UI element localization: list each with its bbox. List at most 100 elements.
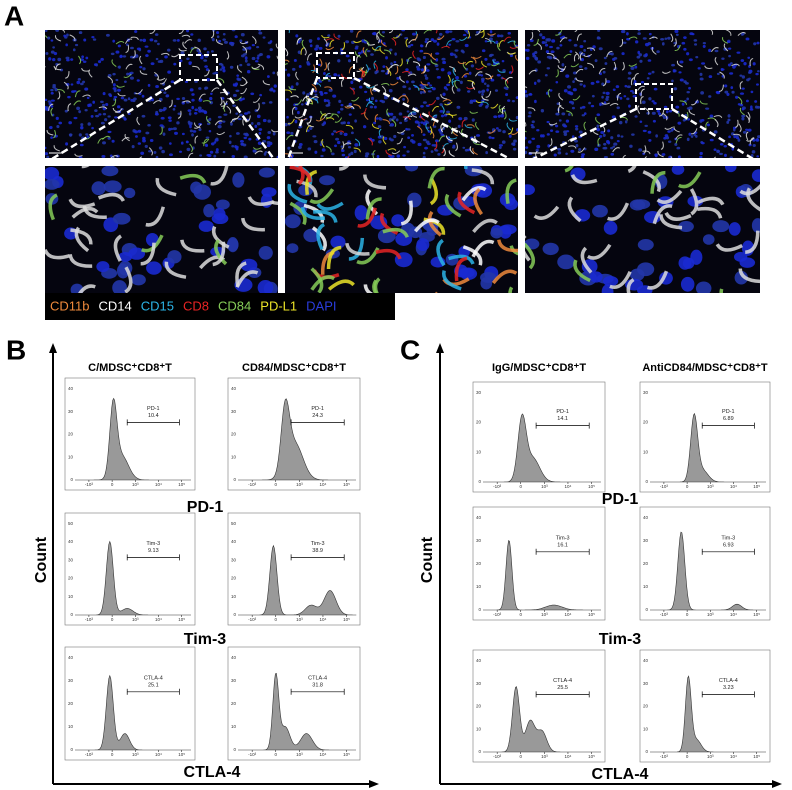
stain — [340, 78, 345, 87]
nucleus — [653, 101, 657, 105]
nucleus — [683, 47, 687, 51]
stain — [357, 207, 377, 228]
stain — [549, 138, 553, 147]
stain — [341, 42, 346, 51]
nucleus — [45, 30, 48, 32]
nucleus — [380, 69, 385, 73]
stain — [296, 37, 302, 45]
nucleus — [83, 38, 87, 42]
nucleus — [735, 134, 739, 138]
nucleus — [439, 110, 444, 113]
nucleus — [638, 148, 643, 152]
stain — [48, 193, 58, 221]
nucleus — [146, 261, 162, 275]
stain — [660, 141, 664, 150]
nucleus — [751, 150, 756, 154]
nucleus — [239, 39, 243, 43]
nucleus — [95, 114, 100, 118]
nucleus — [222, 120, 226, 123]
nucleus — [668, 155, 673, 158]
stain — [204, 69, 210, 77]
nucleus — [345, 54, 350, 58]
nucleus — [180, 141, 184, 145]
nucleus — [424, 40, 428, 44]
stain — [445, 40, 452, 47]
histogram — [483, 539, 601, 611]
nucleus — [273, 84, 277, 88]
nucleus — [218, 121, 222, 125]
stain — [441, 144, 445, 154]
nucleus — [107, 136, 111, 140]
nucleus — [266, 55, 271, 59]
zoom-line — [671, 107, 759, 164]
stain — [155, 177, 177, 197]
nucleus — [629, 199, 646, 211]
column-title: AntiCD84/MDSC⁺CD8⁺T — [642, 362, 768, 374]
nucleus — [664, 37, 668, 40]
nucleus — [455, 40, 460, 43]
nucleus — [94, 109, 98, 113]
nucleus — [446, 110, 450, 114]
nucleus — [131, 145, 135, 149]
nucleus — [78, 133, 82, 137]
nucleus — [644, 53, 648, 57]
nucleus — [754, 100, 758, 103]
nucleus — [50, 91, 54, 95]
stain — [438, 135, 446, 142]
stain — [220, 100, 228, 107]
nucleus — [176, 121, 180, 125]
stain — [583, 53, 592, 58]
stain — [487, 129, 496, 134]
nucleus — [748, 71, 752, 74]
nucleus — [113, 95, 118, 99]
histogram — [483, 686, 601, 753]
nucleus — [731, 90, 735, 94]
stain — [325, 46, 335, 51]
stain — [285, 134, 294, 141]
zoom-box — [635, 83, 673, 110]
stain — [391, 119, 397, 128]
stain — [454, 80, 458, 89]
stain — [469, 110, 478, 114]
stain — [217, 77, 225, 84]
y-tick-label: 50 — [68, 521, 74, 526]
nucleus — [445, 88, 449, 91]
nucleus — [226, 238, 239, 252]
nucleus — [191, 133, 194, 137]
stain — [125, 63, 133, 70]
stain — [642, 150, 651, 155]
nucleus — [115, 50, 120, 54]
nucleus — [741, 116, 745, 121]
x-tick-label: -10³ — [493, 612, 502, 617]
nucleus — [498, 144, 503, 147]
nucleus — [498, 146, 502, 149]
nucleus — [728, 222, 741, 236]
stain — [46, 130, 54, 136]
y-tick-label: 10 — [231, 454, 237, 459]
nucleus — [701, 141, 705, 145]
nucleus — [583, 48, 586, 52]
nucleus — [355, 45, 359, 48]
nucleus — [250, 121, 254, 125]
stain — [501, 105, 506, 115]
x-tick-label: 10³ — [707, 484, 714, 489]
nucleus — [109, 94, 113, 98]
stain — [362, 69, 367, 78]
stain — [446, 135, 453, 142]
stain — [622, 154, 626, 158]
nucleus — [168, 119, 172, 122]
nucleus — [702, 234, 715, 245]
stain — [307, 116, 312, 124]
stain — [309, 188, 335, 204]
nucleus — [139, 65, 143, 69]
nucleus — [626, 85, 631, 89]
nucleus — [756, 138, 759, 141]
nucleus — [218, 39, 222, 43]
nucleus — [646, 77, 650, 80]
nucleus — [170, 80, 175, 84]
nucleus — [142, 139, 146, 143]
x-tick-label: 10⁵ — [178, 752, 185, 757]
x-tick-label: 10⁵ — [588, 612, 595, 617]
axes — [49, 343, 782, 788]
stain — [365, 48, 368, 57]
